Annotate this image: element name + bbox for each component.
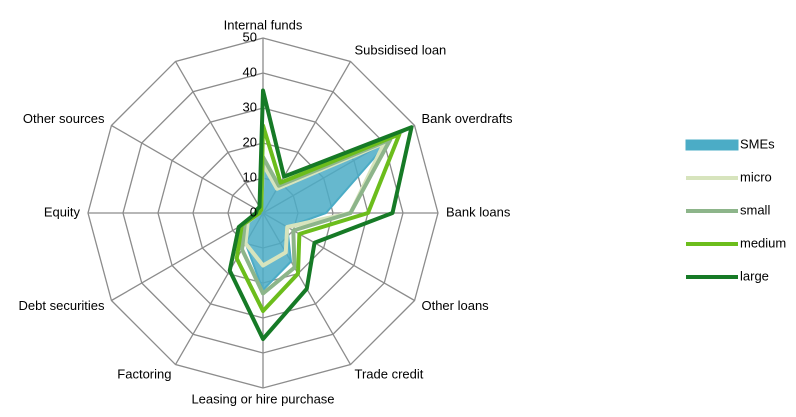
series-line <box>234 123 402 313</box>
legend-label: small <box>740 202 770 217</box>
category-label: Factoring <box>117 366 171 381</box>
tick-label: 0 <box>250 204 257 219</box>
legend-swatch <box>685 139 739 151</box>
category-label: Equity <box>44 204 81 219</box>
category-label: Other loans <box>421 298 489 313</box>
legend-label: medium <box>740 235 786 250</box>
category-label: Leasing or hire purchase <box>191 391 334 406</box>
tick-label: 20 <box>243 134 257 149</box>
spoke <box>111 124 264 214</box>
category-label: Internal funds <box>224 17 303 32</box>
series-line <box>227 88 414 341</box>
tick-label: 50 <box>243 29 257 44</box>
category-label: Bank overdrafts <box>421 111 513 126</box>
legend-label: micro <box>740 169 772 184</box>
category-label: Bank loans <box>446 204 511 219</box>
category-label: Debt securities <box>19 298 105 313</box>
legend-label: SMEs <box>740 136 775 151</box>
tick-label: 30 <box>243 99 257 114</box>
spoke <box>174 61 264 214</box>
category-label: Subsidised loan <box>355 42 447 57</box>
tick-label: 10 <box>243 169 257 184</box>
tick-label: 40 <box>243 64 257 79</box>
category-label: Other sources <box>23 111 105 126</box>
legend-label: large <box>740 268 769 283</box>
category-label: Trade credit <box>355 366 424 381</box>
